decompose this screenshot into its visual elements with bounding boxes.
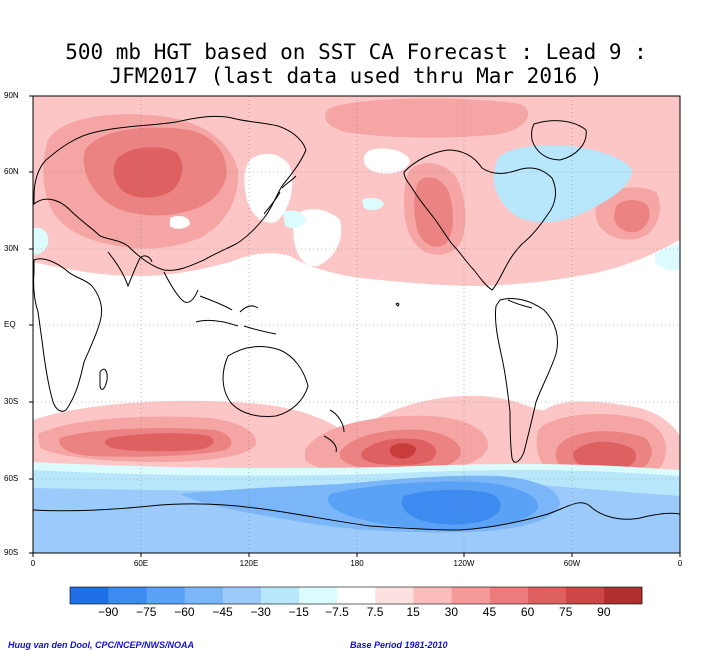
nh-pink-arctic (325, 98, 529, 138)
sh-red-atlantic (573, 441, 636, 471)
colorbar-swatch (184, 587, 223, 604)
nh-pale-atlantic-west (33, 227, 49, 255)
colorbar-swatch (336, 587, 376, 604)
colorbar-swatch (375, 587, 414, 604)
nh-redpink-atlantic (614, 200, 650, 233)
coast-eurasia (33, 115, 307, 271)
colorbar-label: 30 (444, 605, 458, 619)
sh-deepred-pacific (390, 443, 416, 459)
colorbar-swatch (108, 587, 147, 604)
nh-pale-westpac (283, 210, 306, 228)
colorbar-swatch (565, 587, 605, 604)
colorbar-label: 7.5 (366, 605, 384, 619)
coast-madagascar (99, 368, 108, 390)
colorbar-label: −30 (250, 605, 271, 619)
coast-caribbean (507, 299, 533, 309)
colorbar-swatch (298, 587, 338, 604)
colorbar-swatch (260, 587, 300, 604)
sh-red-indian (105, 433, 214, 452)
coastlines (33, 115, 680, 531)
colorbar-label: −60 (174, 605, 195, 619)
anomaly-field (33, 96, 680, 553)
colorbar-swatch (527, 587, 567, 604)
colorbar-label: −7.5 (325, 605, 349, 619)
lat-label: 90S (4, 548, 19, 557)
coast-india (107, 251, 153, 288)
coast-africa (33, 258, 103, 412)
coast-australia (222, 346, 309, 417)
lon-label: 0 (677, 559, 683, 568)
colorbar-swatch (222, 587, 261, 604)
nh-red-eurasia (113, 147, 183, 198)
lon-label: 60E (133, 559, 149, 568)
coast-japan (263, 175, 297, 215)
colorbar-swatch (70, 587, 109, 604)
colorbar-label: −75 (136, 605, 157, 619)
colorbar-label: 60 (520, 605, 535, 619)
lat-label: 30N (4, 244, 19, 253)
sh-blue4-core (401, 489, 501, 525)
colorbar-frame (69, 586, 643, 605)
colorbar-label: 75 (559, 605, 573, 619)
graticule (33, 96, 680, 553)
lon-label: 120W (453, 559, 475, 568)
lon-label: 180 (350, 559, 364, 568)
nh-pale-pacific (362, 197, 384, 211)
map-title-line2: JFM2017 (last data used thru Mar 2016 ) (109, 64, 603, 88)
nh-gap-pacific (363, 148, 410, 174)
coast-southamerica (495, 297, 558, 463)
lat-label: 60N (4, 167, 19, 176)
credit-author: Huug van den Dool, CPC/NCEP/NWS/NOAA (8, 640, 195, 650)
nh-gap-asia (244, 153, 293, 223)
nh-redpink-northamerica (414, 177, 454, 247)
colorbar-label: 90 (597, 605, 611, 619)
lon-label: 60W (563, 559, 581, 568)
nh-negative-northamerica (493, 145, 632, 223)
colorbar-label: 15 (406, 605, 420, 619)
coast-indonesia (195, 305, 277, 335)
credit-base-period: Base Period 1981-2010 (350, 640, 448, 650)
lon-label: 120E (239, 559, 259, 568)
coast-seasia (163, 271, 233, 311)
nh-gap-siberia (170, 216, 190, 229)
colorbar-label: 45 (482, 605, 497, 619)
colorbar-swatch (451, 587, 490, 604)
coast-greenland (531, 120, 587, 161)
colorbar-swatch (146, 587, 185, 604)
coast-nz (323, 409, 345, 453)
coast-hawaii (395, 302, 400, 307)
map-title-line1: 500 mb HGT based on SST CA Forecast : Le… (65, 40, 647, 64)
nh-gap-central (293, 209, 342, 267)
colorbar-swatch (603, 587, 643, 604)
nh-pale-eastpac (655, 244, 680, 271)
lon-label: 0 (30, 559, 36, 568)
lat-label: 90N (4, 91, 19, 100)
lat-label: EQ (4, 320, 16, 329)
colorbar-swatch (413, 587, 452, 604)
colorbar-swatch (489, 587, 528, 604)
coast-antarctica (33, 502, 680, 531)
lat-label: 30S (4, 397, 19, 406)
lat-label: 60S (4, 474, 19, 483)
colorbar-label: −45 (212, 605, 233, 619)
colorbar-label: −90 (97, 605, 119, 619)
axis-ticks (29, 95, 681, 557)
colorbar (69, 586, 643, 605)
colorbar-label: −15 (288, 605, 309, 619)
coast-northamerica (403, 149, 556, 291)
